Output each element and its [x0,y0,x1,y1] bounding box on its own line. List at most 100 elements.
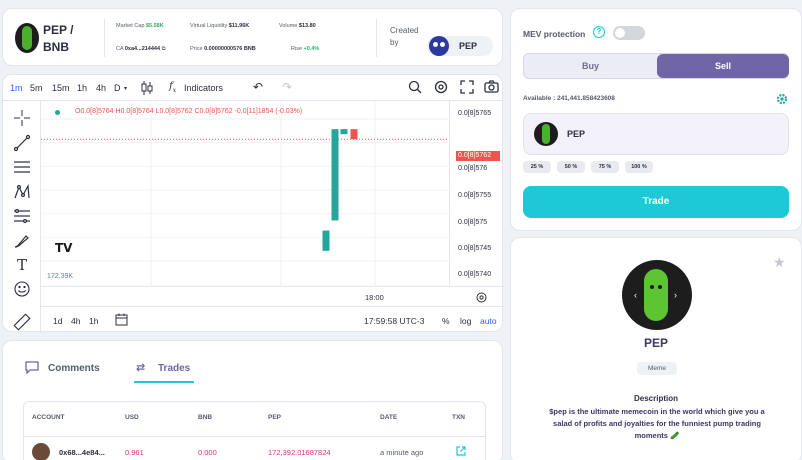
price-axis[interactable]: 0.0[8]5765 0.0[8]5762 0.0[8]576 0.0[8]57… [449,101,504,286]
ruler-icon[interactable] [13,313,31,331]
trend-line-icon[interactable] [13,134,31,152]
percent-scale-toggle[interactable]: % [442,316,450,326]
percent-100-button[interactable]: 100 % [625,161,653,173]
token-header: PEP / BNB Market Cap $5.58K Virtual Liqu… [2,8,503,66]
range-4h[interactable]: 4h [71,316,81,326]
candle [340,129,348,135]
trades-table: ACCOUNT USD BNB PEP DATE TXN 0x68...4e84… [23,401,486,460]
horizontal-lines-icon[interactable] [13,158,31,176]
trade-date: a minute ago [380,448,424,457]
candle [331,129,339,221]
price-tick: 0.0[8]576 [458,165,488,172]
buy-tab[interactable]: Buy [581,61,599,71]
token-icon [534,122,558,146]
rise-stat: Rise +0.4% [291,46,320,52]
time-axis[interactable]: 18:00 [41,286,504,306]
trade-usd: 0.961 [125,448,144,457]
interval-1m[interactable]: 1m [10,83,23,93]
time-axis-settings-icon[interactable] [476,290,487,308]
amount-input[interactable]: PEP [523,113,789,155]
market-status-icon [55,110,60,115]
gear-icon[interactable] [776,92,788,105]
row-divider [24,436,485,437]
market-cap-stat: Market Cap $5.58K [116,23,164,29]
range-1h[interactable]: 1h [89,316,99,326]
comments-icon[interactable] [25,361,39,377]
auto-scale-toggle[interactable]: auto [480,316,497,326]
candle-type-icon[interactable] [140,80,154,98]
indicators-icon[interactable]: fx [169,81,177,94]
fullscreen-icon[interactable] [460,80,474,96]
interval-1h[interactable]: 1h [77,83,88,93]
candlestick-chart[interactable]: O0.0[8]5764 H0.0[8]5764 L0.0[8]5762 C0.0… [41,101,449,286]
crosshair-icon[interactable] [13,109,31,127]
category-badge: Meme [637,362,677,375]
range-1d[interactable]: 1d [53,316,63,326]
column-header: PEP [268,414,282,421]
settings-icon[interactable] [434,80,448,96]
interval-dropdown-icon[interactable]: ▾ [124,86,128,92]
column-header: DATE [380,414,398,421]
drawing-tools-sidebar: T [3,101,41,333]
indicators-button[interactable]: Indicators [184,83,224,93]
interval-d[interactable]: D [114,83,121,93]
price-chart-panel: 1m 5m 15m 1h 4h D ▾ fx Indicators ↶ ↷ [2,74,504,333]
percent-50-button[interactable]: 50 % [557,161,585,173]
camera-icon[interactable] [484,80,499,95]
active-tab-indicator [134,381,194,383]
token-profile-name: PEP [643,336,668,350]
percent-75-button[interactable]: 75 % [591,161,619,173]
zoom-search-icon[interactable] [408,80,422,96]
external-link-icon[interactable] [456,446,466,458]
log-scale-toggle[interactable]: log [460,316,472,326]
divider [376,19,377,57]
trade-bnb: 0.000 [198,448,217,457]
clock-readout[interactable]: 17:59:58 UTC-3 [364,316,425,326]
trade-button[interactable]: Trade [523,186,789,218]
tab-trades[interactable]: Trades [158,363,191,374]
redo-icon[interactable]: ↷ [282,80,293,94]
trades-swap-icon[interactable]: ⇄ [136,362,146,374]
trade-pep: 172,392.01687824 [268,448,331,457]
token-profile-panel: ★ ‹ › PEP Meme Description $pep is the u… [510,237,802,460]
token-avatar [15,23,39,53]
token-pair-name: PEP / BNB [43,23,74,54]
description-heading: Description [633,394,678,403]
tradingview-logo-icon[interactable]: 𝗧𝗩 [55,241,73,255]
mev-protection-toggle[interactable] [613,26,645,40]
interval-4h[interactable]: 4h [96,83,107,93]
star-icon[interactable]: ★ [773,254,786,270]
text-tool-icon[interactable]: T [16,256,27,274]
buy-sell-switch: Buy Sell [523,53,789,79]
pattern-icon[interactable] [13,183,31,201]
contract-address-stat[interactable]: CA 0xa4...214444 ⧉ [116,46,166,52]
token-symbol: PEP [567,129,586,139]
interval-15m[interactable]: 15m [52,83,70,93]
sell-tab[interactable]: Sell [657,54,789,78]
undo-icon[interactable]: ↶ [253,80,264,94]
brush-icon[interactable] [13,232,31,250]
help-icon[interactable]: ? [593,26,605,38]
candle [322,230,330,251]
date-range-icon[interactable] [115,313,128,328]
tab-comments[interactable]: Comments [48,363,100,374]
time-tick: 18:00 [365,293,384,302]
percent-25-button[interactable]: 25 % [523,161,551,173]
candle [350,129,358,140]
trade-account[interactable]: 0x68...4e84... [59,448,105,457]
chart-bottom-bar: 1d 4h 1h 17:59:58 UTC-3 % log auto [41,306,504,333]
volume-label: 172.39K [47,273,74,280]
ohlc-readout: O0.0[8]5764 H0.0[8]5764 L0.0[8]5762 C0.0… [75,108,303,115]
available-balance: Available : 241,441.858423608 [523,95,615,102]
creator-name: PEP [459,41,478,51]
interval-5m[interactable]: 5m [30,83,43,93]
creator-link[interactable]: PEP [427,36,493,56]
copy-icon[interactable]: ⧉ [161,46,166,52]
column-header: USD [125,414,139,421]
fib-levels-icon[interactable] [13,207,31,225]
price-tick: 0.0[8]575 [458,219,488,226]
chart-canvas [41,101,449,286]
emoji-icon[interactable] [13,280,31,298]
creator-avatar [429,36,449,56]
description-text: $pep is the ultimate memecoin in the wor… [549,407,765,440]
